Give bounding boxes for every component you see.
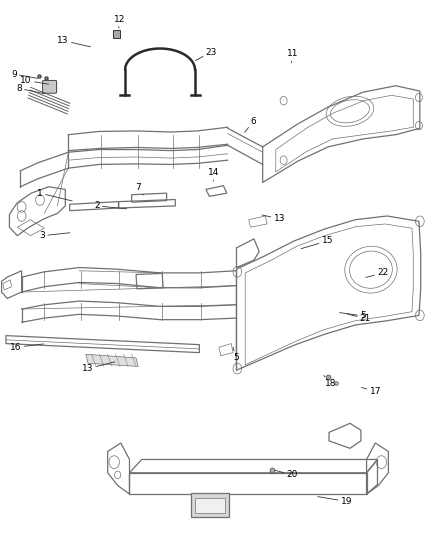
Text: 7: 7 — [135, 183, 143, 195]
Text: 16: 16 — [10, 343, 44, 352]
Text: 18: 18 — [324, 375, 336, 388]
Text: 5: 5 — [339, 311, 366, 320]
Text: 13: 13 — [82, 362, 115, 373]
FancyBboxPatch shape — [113, 30, 120, 38]
Text: 1: 1 — [37, 189, 72, 201]
Text: 15: 15 — [301, 237, 333, 249]
Text: 20: 20 — [275, 470, 298, 479]
Text: 12: 12 — [114, 15, 125, 28]
Text: 8: 8 — [16, 84, 45, 94]
Text: 19: 19 — [318, 497, 352, 506]
Text: 10: 10 — [20, 76, 49, 85]
Text: 14: 14 — [208, 168, 219, 181]
Polygon shape — [86, 354, 138, 367]
FancyBboxPatch shape — [195, 498, 225, 513]
Text: 9: 9 — [11, 70, 38, 78]
Text: 13: 13 — [57, 36, 91, 47]
Text: 6: 6 — [245, 117, 256, 132]
Text: 3: 3 — [39, 231, 70, 240]
Text: 17: 17 — [361, 387, 381, 396]
FancyBboxPatch shape — [42, 80, 57, 93]
Text: 2: 2 — [94, 201, 127, 211]
Text: 5: 5 — [233, 348, 239, 362]
Text: 11: 11 — [286, 50, 298, 63]
Text: 22: 22 — [366, 269, 389, 278]
FancyBboxPatch shape — [191, 494, 229, 518]
Text: 23: 23 — [195, 48, 217, 61]
Text: 13: 13 — [262, 214, 285, 223]
Text: 21: 21 — [347, 314, 371, 323]
